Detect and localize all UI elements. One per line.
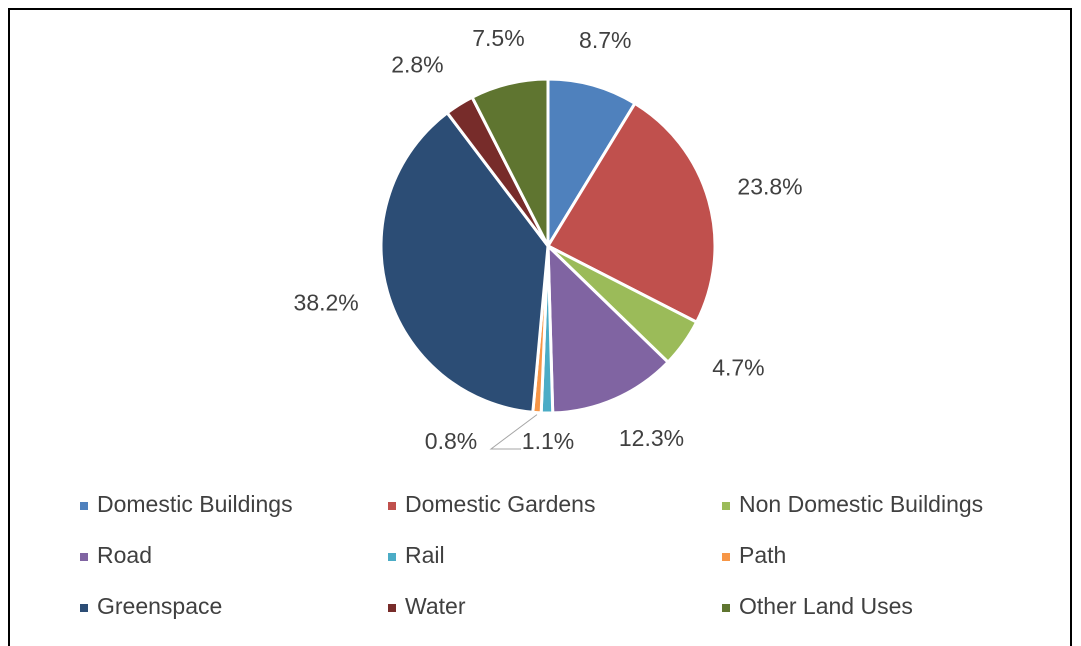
pie-slice [546, 77, 637, 252]
legend-swatch [722, 502, 730, 510]
legend-label: Greenspace [97, 593, 222, 619]
pie-slice [546, 242, 671, 415]
data-label: 12.3% [619, 425, 684, 451]
pie-slice [379, 110, 550, 414]
legend-swatch [80, 502, 88, 510]
legend-swatch [388, 502, 396, 510]
data-label: 38.2% [294, 289, 359, 315]
pie-slice [545, 101, 717, 325]
legend-swatch [388, 553, 396, 561]
data-label: 4.7% [712, 354, 764, 380]
legend-swatch [388, 604, 396, 612]
legend-label: Rail [405, 542, 445, 568]
data-label: 23.8% [737, 173, 802, 199]
legend-label: Domestic Buildings [97, 491, 293, 517]
legend-swatch [80, 604, 88, 612]
legend-swatch [722, 604, 730, 612]
data-label: 1.1% [522, 428, 574, 454]
legend-label: Road [97, 542, 152, 568]
pie-slice [470, 77, 550, 247]
leader-line [489, 414, 538, 450]
legend-label: Domestic Gardens [405, 491, 595, 517]
legend-swatch [80, 553, 88, 561]
legend-label: Path [739, 542, 786, 568]
legend-label: Water [405, 593, 466, 619]
data-label: 2.8% [391, 51, 443, 77]
data-label: 8.7% [579, 27, 631, 53]
data-label: 0.8% [425, 428, 477, 454]
legend-swatch [722, 553, 730, 561]
data-label: 7.5% [472, 25, 524, 51]
legend-label: Other Land Uses [739, 593, 913, 619]
legend-label: Non Domestic Buildings [739, 491, 983, 517]
